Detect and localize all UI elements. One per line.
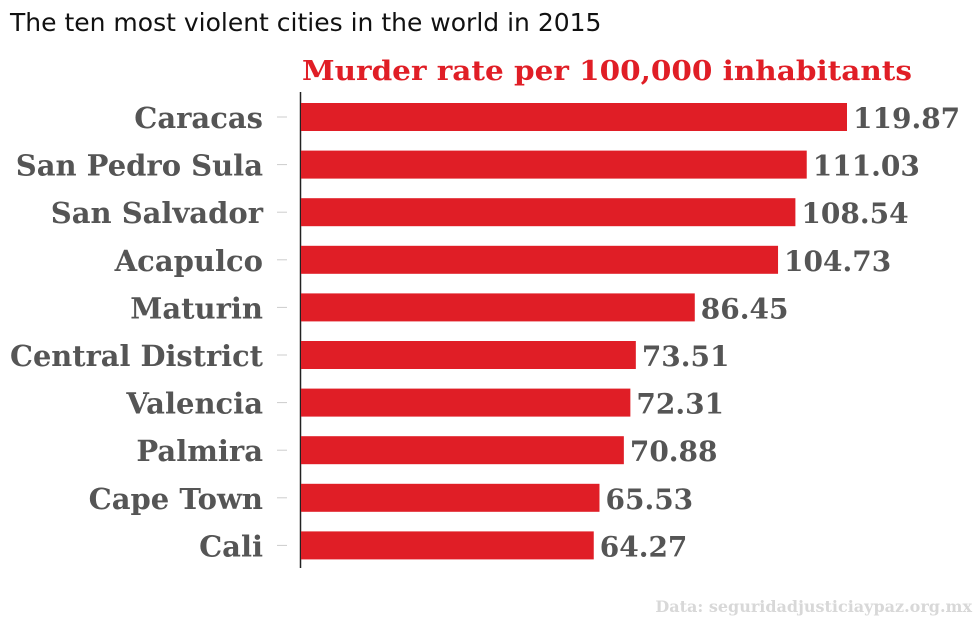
bar (301, 483, 600, 512)
value-label: 72.31 (636, 388, 724, 421)
bar (301, 293, 695, 322)
value-label: 111.03 (813, 150, 920, 183)
bar (301, 150, 807, 179)
bar (301, 198, 796, 227)
value-label: 64.27 (600, 530, 688, 563)
value-label: 65.53 (605, 483, 693, 516)
category-label: Cali (199, 529, 263, 563)
source-note: Data: seguridadjusticiaypaz.org.mx (655, 597, 972, 616)
page-title: The ten most violent cities in the world… (10, 8, 602, 37)
category-label: Valencia (125, 387, 263, 421)
value-label: 70.88 (630, 435, 718, 468)
category-label: Cape Town (89, 482, 263, 516)
bar (301, 388, 631, 417)
category-label: Acapulco (114, 244, 263, 278)
value-label: 104.73 (784, 245, 891, 278)
value-label: 108.54 (801, 197, 908, 230)
value-label: 73.51 (642, 340, 730, 373)
category-label: San Salvador (51, 196, 264, 230)
chart-title: Murder rate per 100,000 inhabitants (302, 56, 912, 87)
value-label: 86.45 (701, 292, 789, 325)
category-label: Palmira (136, 434, 263, 468)
category-label: Central District (10, 339, 264, 373)
category-label: San Pedro Sula (16, 149, 263, 183)
bar (301, 436, 624, 465)
bar (301, 103, 847, 131)
category-label: Caracas (134, 101, 263, 135)
bar (301, 531, 594, 560)
bar (301, 245, 779, 274)
bar (301, 341, 636, 369)
category-label: Maturin (130, 291, 263, 325)
bars-group: Caracas 119.87 San Pedro Sula 111.03 San Sal… (10, 101, 960, 563)
value-label: 119.87 (853, 102, 960, 135)
